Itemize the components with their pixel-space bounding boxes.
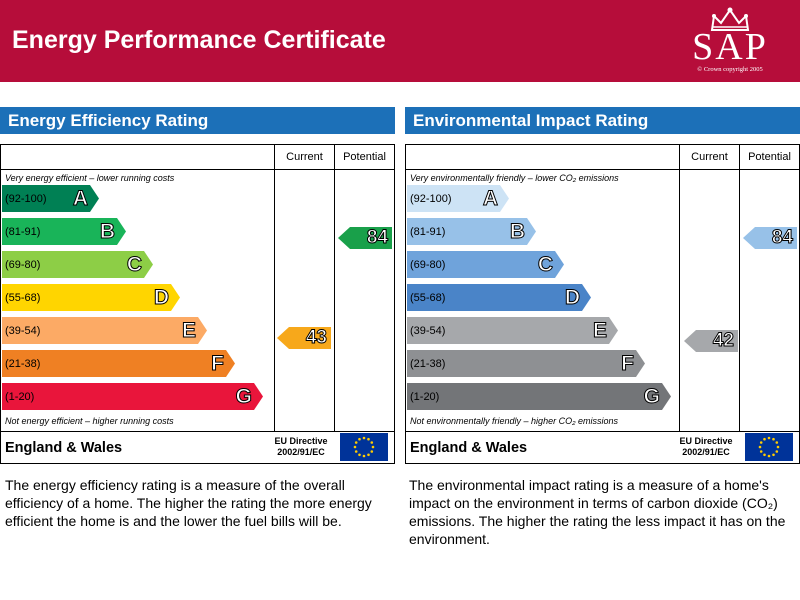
- potential-rating-arrow: 84: [743, 227, 797, 249]
- divider: [679, 145, 680, 431]
- band-range: (81-91): [5, 226, 41, 238]
- directive-line-1: EU Directive: [274, 436, 328, 446]
- crown-icon: [710, 7, 750, 31]
- band-range: (1-20): [410, 391, 440, 403]
- sap-logo: SAP © Crown copyright 2005: [672, 6, 788, 76]
- rating-band-g: (1-20) G: [2, 383, 263, 410]
- current-rating-value: 42: [712, 330, 734, 352]
- eu-flag-icon: [340, 433, 388, 461]
- band-range: (21-38): [410, 358, 446, 370]
- band-letter: A: [72, 187, 88, 210]
- band-letter: G: [235, 385, 252, 408]
- environmental-impact-chart: Current Potential Very environmentally f…: [405, 144, 800, 464]
- band-range: (69-80): [410, 259, 446, 271]
- rating-band-g: (1-20) G: [407, 383, 671, 410]
- divider: [1, 431, 394, 432]
- divider: [739, 145, 740, 431]
- band-letter: C: [537, 253, 553, 276]
- band-letter: E: [181, 319, 196, 342]
- potential-column-header: Potential: [343, 151, 386, 163]
- divider: [334, 145, 335, 431]
- top-caption: Very energy efficient – lower running co…: [5, 173, 175, 183]
- current-rating-value: 43: [305, 327, 327, 349]
- eu-flag-icon: [745, 433, 793, 461]
- rating-band-a: (92-100) A: [2, 185, 99, 212]
- rating-band-d: (55-68) D: [407, 284, 591, 311]
- directive-line-2: 2002/91/EC: [682, 447, 730, 457]
- band-letter: D: [153, 286, 169, 309]
- band-letter: F: [621, 352, 634, 375]
- current-rating-arrow: 42: [684, 330, 738, 352]
- environmental-impact-panel: Environmental Impact Rating Current Pote…: [405, 107, 800, 464]
- bottom-caption: Not environmentally friendly – higher CO…: [410, 416, 619, 426]
- band-letter: C: [126, 253, 142, 276]
- divider: [406, 431, 799, 432]
- band-range: (55-68): [5, 292, 41, 304]
- rating-band-f: (21-38) F: [2, 350, 235, 377]
- band-letter: E: [592, 319, 607, 342]
- rating-band-b: (81-91) B: [2, 218, 126, 245]
- region-label: England & Wales: [5, 440, 123, 456]
- rating-band-b: (81-91) B: [407, 218, 536, 245]
- divider: [406, 169, 799, 170]
- band-letter: A: [482, 187, 498, 210]
- sap-copyright: © Crown copyright 2005: [697, 66, 763, 73]
- top-caption: Very environmentally friendly – lower CO…: [410, 173, 619, 183]
- current-column-header: Current: [286, 151, 323, 163]
- environmental-impact-description: The environmental impact rating is a mea…: [409, 477, 786, 547]
- potential-rating-value: 84: [771, 227, 793, 249]
- energy-efficiency-title: Energy Efficiency Rating: [0, 107, 395, 134]
- rating-band-a: (92-100) A: [407, 185, 509, 212]
- header-banner: Energy Performance Certificate SAP © Cro…: [0, 0, 800, 82]
- rating-band-e: (39-54) E: [2, 317, 207, 344]
- eu-directive: EU Directive 2002/91/EC: [269, 436, 333, 458]
- current-column-header: Current: [691, 151, 728, 163]
- environmental-impact-title: Environmental Impact Rating: [405, 107, 800, 134]
- band-range: (92-100): [5, 193, 47, 205]
- band-letter: B: [509, 220, 525, 243]
- divider: [1, 169, 394, 170]
- band-range: (39-54): [5, 325, 41, 337]
- band-letter: G: [643, 385, 660, 408]
- band-letter: B: [99, 220, 115, 243]
- energy-efficiency-chart: Current Potential Very energy efficient …: [0, 144, 395, 464]
- eu-directive: EU Directive 2002/91/EC: [674, 436, 738, 458]
- band-range: (39-54): [410, 325, 446, 337]
- band-letter: F: [211, 352, 224, 375]
- region-label: England & Wales: [410, 440, 528, 456]
- band-range: (1-20): [5, 391, 35, 403]
- rating-band-d: (55-68) D: [2, 284, 180, 311]
- band-range: (21-38): [5, 358, 41, 370]
- divider: [274, 145, 275, 431]
- band-range: (81-91): [410, 226, 446, 238]
- rating-band-e: (39-54) E: [407, 317, 618, 344]
- rating-band-c: (69-80) C: [2, 251, 153, 278]
- potential-rating-value: 84: [366, 227, 388, 249]
- rating-band-c: (69-80) C: [407, 251, 564, 278]
- energy-efficiency-description: The energy efficiency rating is a measur…: [5, 477, 372, 529]
- bottom-caption: Not energy efficient – higher running co…: [5, 416, 174, 426]
- band-range: (69-80): [5, 259, 41, 271]
- page-title: Energy Performance Certificate: [12, 26, 386, 54]
- current-rating-arrow: 43: [277, 327, 331, 349]
- potential-rating-arrow: 84: [338, 227, 392, 249]
- band-letter: D: [564, 286, 580, 309]
- sap-logo-text: SAP: [692, 26, 768, 68]
- energy-efficiency-panel: Energy Efficiency Rating Current Potenti…: [0, 107, 395, 464]
- directive-line-2: 2002/91/EC: [277, 447, 325, 457]
- band-range: (55-68): [410, 292, 446, 304]
- potential-column-header: Potential: [748, 151, 791, 163]
- directive-line-1: EU Directive: [679, 436, 733, 446]
- rating-band-f: (21-38) F: [407, 350, 645, 377]
- band-range: (92-100): [410, 193, 452, 205]
